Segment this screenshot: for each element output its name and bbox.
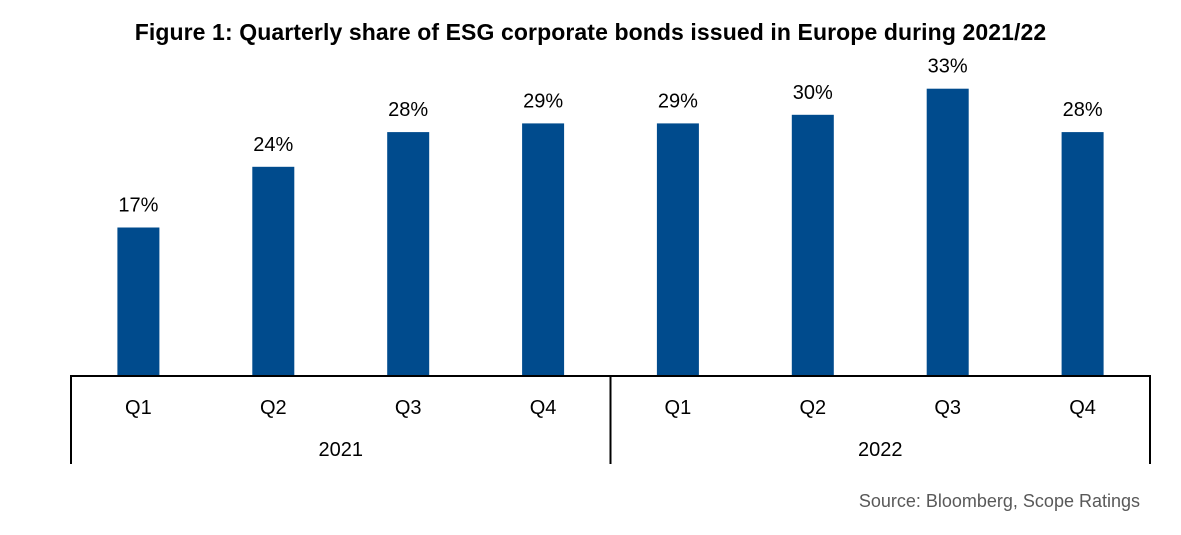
group-label-2021: 2021 bbox=[319, 439, 364, 461]
bar-2021-q2 bbox=[252, 166, 295, 375]
bar-2022-q1 bbox=[656, 123, 699, 376]
chart-title: Figure 1: Quarterly share of ESG corpora… bbox=[134, 19, 1047, 45]
bar-2022-q4 bbox=[1061, 132, 1104, 375]
bar-2021-q4 bbox=[522, 123, 565, 376]
tick-label: Q1 bbox=[665, 397, 692, 419]
value-label: 30% bbox=[793, 82, 833, 104]
tick-label: Q2 bbox=[260, 397, 287, 419]
value-label: 29% bbox=[658, 90, 698, 112]
value-label: 28% bbox=[388, 99, 428, 121]
source-note: Source: Bloomberg, Scope Ratings bbox=[858, 491, 1140, 511]
value-labels-layer: 17% 24% 28% 29% 29% 30% 33% 28% bbox=[118, 56, 1102, 217]
bar-2022-q2 bbox=[791, 114, 834, 376]
value-label: 17% bbox=[118, 195, 158, 217]
tick-label: Q1 bbox=[125, 397, 152, 419]
tick-label: Q4 bbox=[1069, 397, 1096, 419]
bar-2022-q3 bbox=[926, 88, 969, 375]
bar-2021-q3 bbox=[387, 132, 430, 375]
group-label-2022: 2022 bbox=[858, 439, 903, 461]
tick-label: Q3 bbox=[934, 397, 961, 419]
tick-label: Q3 bbox=[395, 397, 422, 419]
tick-label: Q4 bbox=[530, 397, 557, 419]
tick-label: Q2 bbox=[799, 397, 826, 419]
value-label: 29% bbox=[523, 90, 563, 112]
group-labels-layer: 2021 2022 bbox=[319, 439, 903, 461]
value-label: 24% bbox=[253, 134, 293, 156]
value-label: 33% bbox=[928, 56, 968, 78]
value-label: 28% bbox=[1063, 99, 1103, 121]
x-axis bbox=[70, 375, 1151, 464]
category-labels-layer: Q1 Q2 Q3 Q4 Q1 Q2 Q3 Q4 bbox=[125, 397, 1096, 419]
bar-2021-q1 bbox=[117, 227, 160, 375]
bars-layer bbox=[117, 88, 1104, 376]
